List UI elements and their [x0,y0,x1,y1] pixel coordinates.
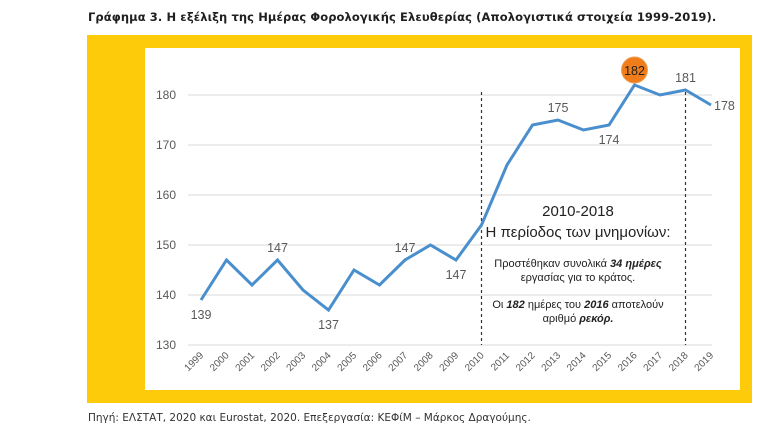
annotation-text: Οι [492,299,507,311]
x-tick-label: 2013 [540,350,564,374]
x-tick-label: 2017 [642,350,666,374]
annotation-heading: Η περίοδος των μνημονίων: [485,224,671,241]
annotation-emphasis: ρεκόρ. [579,313,614,325]
data-label: 175 [548,101,569,115]
x-tick-label: 2018 [667,350,691,374]
data-label: 174 [599,133,620,147]
data-label: 147 [267,241,288,255]
source-note: Πηγή: ΕΛΣΤΑΤ, 2020 και Eurostat, 2020. Ε… [88,412,531,424]
y-axis-ticks: 130 140 150 160 170 180 [156,88,176,352]
data-label: 181 [675,71,696,85]
x-tick-label: 2001 [234,350,258,374]
y-tick-label: 130 [156,338,176,352]
series-line-group [199,83,712,313]
x-tick-label: 2015 [591,350,615,374]
highlight-marker [621,56,648,84]
annotation-text: ημέρες του [524,299,585,311]
annotation-years: 2010-2018 [542,203,614,220]
y-tick-label: 140 [156,288,176,302]
annotation-text: Προστέθηκαν συνολικά [494,258,611,270]
x-tick-label: 1999 [183,350,207,374]
x-axis-ticks: 1999 2000 2001 2002 2003 2004 2005 2006 2007 2008… [183,350,717,374]
data-label: 182 [624,64,645,78]
x-tick-label: 2002 [259,350,283,374]
y-tick-label: 150 [156,238,176,252]
annotation-emphasis: 2016 [584,299,609,311]
annotation-text: εργασίας για το κράτος. [520,272,636,284]
chart-panel [145,48,740,390]
y-tick-label: 180 [156,88,176,102]
data-label: 147 [446,268,467,282]
annotation-paragraph-2: Οι 182 ημέρες του 2016 αποτελούν αριθμό … [478,298,678,326]
annotation-text: αποτελούν αριθμό [542,299,664,325]
data-label: 139 [191,308,212,322]
x-tick-label: 2007 [387,350,411,374]
data-label: 137 [318,318,339,332]
x-tick-label: 2003 [285,350,309,374]
annotation-emphasis: 182 [506,299,525,311]
chart-title: Γράφημα 3. Η εξέλιξη της Ημέρας Φορολογι… [88,10,717,24]
annotation-emphasis: 34 ημέρες [610,258,662,270]
data-label: 147 [395,241,416,255]
x-tick-label: 2010 [463,350,487,374]
x-tick-label: 2009 [438,350,462,374]
x-tick-label: 2019 [693,350,717,374]
y-tick-label: 170 [156,138,176,152]
x-tick-label: 2014 [565,350,589,374]
x-tick-label: 2006 [361,350,385,374]
data-labels: 139 147 137 147 147 175 174 182 181 178 [191,56,735,332]
gridlines [188,94,712,346]
annotation-paragraph-1: Προστέθηκαν συνολικά 34 ημέρες εργασίας … [478,257,678,285]
y-tick-label: 160 [156,188,176,202]
x-tick-label: 2016 [616,350,640,374]
x-tick-label: 2000 [208,350,232,374]
x-tick-label: 2008 [412,350,436,374]
x-tick-label: 2011 [489,350,512,373]
data-label: 178 [714,99,735,113]
reference-lines [480,92,687,345]
x-tick-label: 2004 [310,350,334,374]
x-tick-label: 2012 [514,350,538,374]
x-tick-label: 2005 [336,350,360,374]
